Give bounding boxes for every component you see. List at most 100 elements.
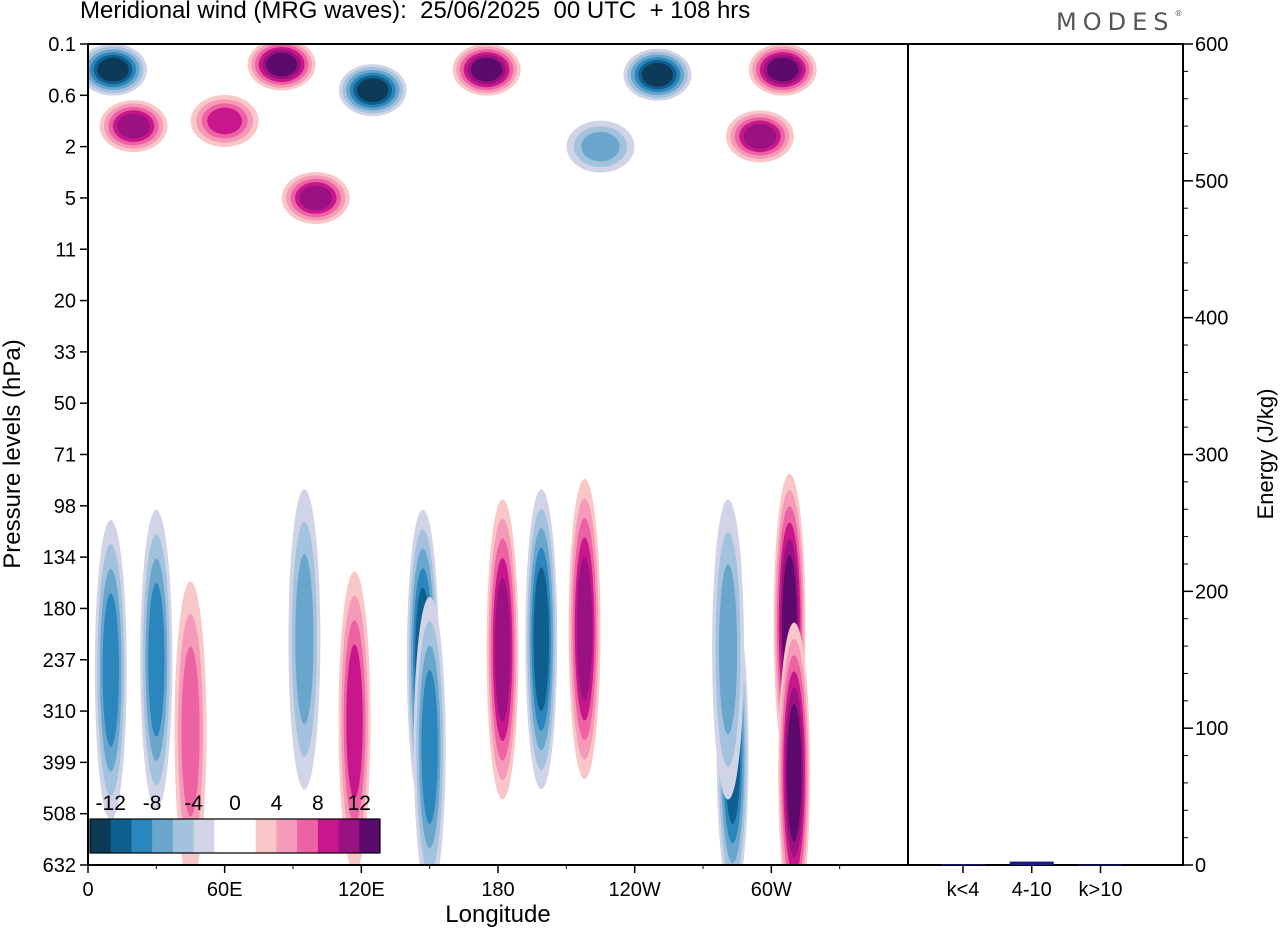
- energy-bar: [941, 864, 985, 866]
- energy-tick-label: 400: [1195, 308, 1228, 330]
- heat-feature: [288, 489, 321, 790]
- colorbar-swatch: [110, 819, 132, 853]
- energy-category-label: k<4: [947, 879, 980, 901]
- energy-tick-label: 500: [1195, 171, 1228, 193]
- heat-feature: [174, 581, 207, 865]
- heat-contour: [533, 567, 549, 712]
- colorbar-swatch: [152, 819, 174, 853]
- heat-feature: [247, 44, 316, 91]
- heat-feature: [338, 571, 371, 865]
- heat-feature: [748, 44, 817, 96]
- heat-contour: [299, 185, 333, 211]
- heat-contour: [421, 670, 438, 824]
- heat-feature: [525, 489, 558, 790]
- colorbar-swatch: [276, 819, 298, 853]
- energy-tick-label: 100: [1195, 718, 1228, 740]
- heat-contour: [718, 564, 738, 735]
- y-tick-label: 2: [65, 137, 76, 159]
- energy-panel-frame: [907, 43, 1184, 866]
- chart-title: Meridional wind (MRG waves): 25/06/2025 …: [80, 0, 751, 24]
- heat-contour: [295, 554, 314, 725]
- energy-category-label: k>10: [1079, 879, 1123, 901]
- energy-axis: 0 100 200 300 400 500 600: [1183, 34, 1228, 877]
- heat-contour: [207, 107, 243, 135]
- energy-bar: [1009, 861, 1054, 865]
- y-tick-label: 50: [54, 393, 76, 415]
- heat-feature: [338, 64, 407, 117]
- y-tick-label: 399: [43, 752, 76, 774]
- colorbar-swatch: [317, 819, 340, 853]
- heat-contour: [581, 131, 620, 162]
- energy-tick-label: 200: [1195, 581, 1228, 603]
- y-tick-label: 632: [43, 855, 76, 877]
- x-tick-label: 60W: [751, 879, 792, 901]
- y-tick-label: 508: [43, 804, 76, 826]
- x-tick-label: 60E: [207, 879, 243, 901]
- colorbar-label: -12: [96, 792, 126, 815]
- heat-contour: [786, 703, 802, 842]
- heat-contour: [346, 644, 363, 799]
- energy-tick-label: 0: [1195, 855, 1206, 877]
- colorbar-swatch: [214, 819, 236, 853]
- y-tick-label: 98: [54, 496, 76, 518]
- heat-feature: [140, 509, 173, 810]
- y-axis: 0.1 0.6 2 5 11 20 33 50 71 98 134 180 237 310 399 508 63…: [43, 34, 88, 877]
- energy-tick-label: 600: [1195, 34, 1228, 56]
- colorbar-label: -4: [184, 792, 203, 815]
- heat-contour: [266, 52, 298, 77]
- heat-feature: [99, 100, 168, 153]
- y-tick-label: 33: [54, 342, 76, 364]
- colorbar-label: -8: [143, 792, 162, 815]
- y-tick-label: 134: [43, 547, 76, 569]
- heat-contour: [576, 556, 593, 701]
- y-tick-label: 237: [43, 650, 76, 672]
- y-tick-label: 11: [55, 239, 76, 261]
- heat-contour: [767, 57, 799, 82]
- colorbar-swatch: [90, 819, 112, 853]
- energy-category-label: 4-10: [1012, 879, 1052, 901]
- y-tick-label: 71: [54, 445, 76, 467]
- x-axis-label: Longitude: [445, 901, 550, 928]
- heat-feature: [486, 499, 519, 800]
- y-tick-label: 180: [43, 598, 76, 620]
- heat-feature: [94, 520, 127, 821]
- heat-feature: [88, 44, 148, 96]
- heat-contour: [117, 113, 150, 139]
- y-tick-label: 5: [65, 188, 76, 210]
- colorbar-swatch: [297, 819, 319, 853]
- heat-feature: [712, 499, 745, 800]
- colorbar-swatch: [235, 819, 257, 853]
- x-axis: 0 60E 120E 180 120W 60W: [82, 865, 841, 901]
- x-tick-label: 120W: [609, 879, 661, 901]
- heat-contour: [97, 57, 129, 82]
- heat-contour: [357, 78, 389, 103]
- heat-contour: [471, 57, 503, 82]
- x-tick-label: 120E: [338, 879, 385, 901]
- colorbar-swatch: [359, 819, 381, 853]
- y-tick-label: 0.1: [48, 34, 76, 56]
- colorbar-swatch: [338, 819, 360, 853]
- heat-feature: [725, 110, 794, 163]
- colorbar-label: 8: [312, 792, 324, 815]
- colorbar-swatch: [131, 819, 153, 853]
- y-axis-label: Pressure levels (hPa): [0, 339, 26, 568]
- heat-feature: [568, 478, 601, 779]
- y-tick-label: 20: [54, 291, 76, 313]
- heat-feature: [190, 94, 259, 147]
- heat-feature: [566, 120, 635, 173]
- heat-contour: [641, 62, 674, 87]
- heat-contour: [102, 593, 119, 747]
- energy-axis-label: Energy (J/kg): [1253, 389, 1278, 520]
- heat-contour: [181, 646, 200, 817]
- heat-contour: [743, 123, 777, 149]
- colorbar-swatch: [193, 819, 215, 853]
- colorbar-label: 4: [271, 792, 283, 815]
- energy-tick-label: 300: [1195, 445, 1228, 467]
- heatmap-field: [88, 44, 817, 865]
- energy-bars: k<4 4-10 k>10: [941, 861, 1123, 901]
- heat-contour: [494, 577, 511, 722]
- heat-feature: [281, 171, 350, 224]
- colorbar-swatch: [172, 819, 195, 853]
- y-tick-label: 310: [43, 701, 76, 723]
